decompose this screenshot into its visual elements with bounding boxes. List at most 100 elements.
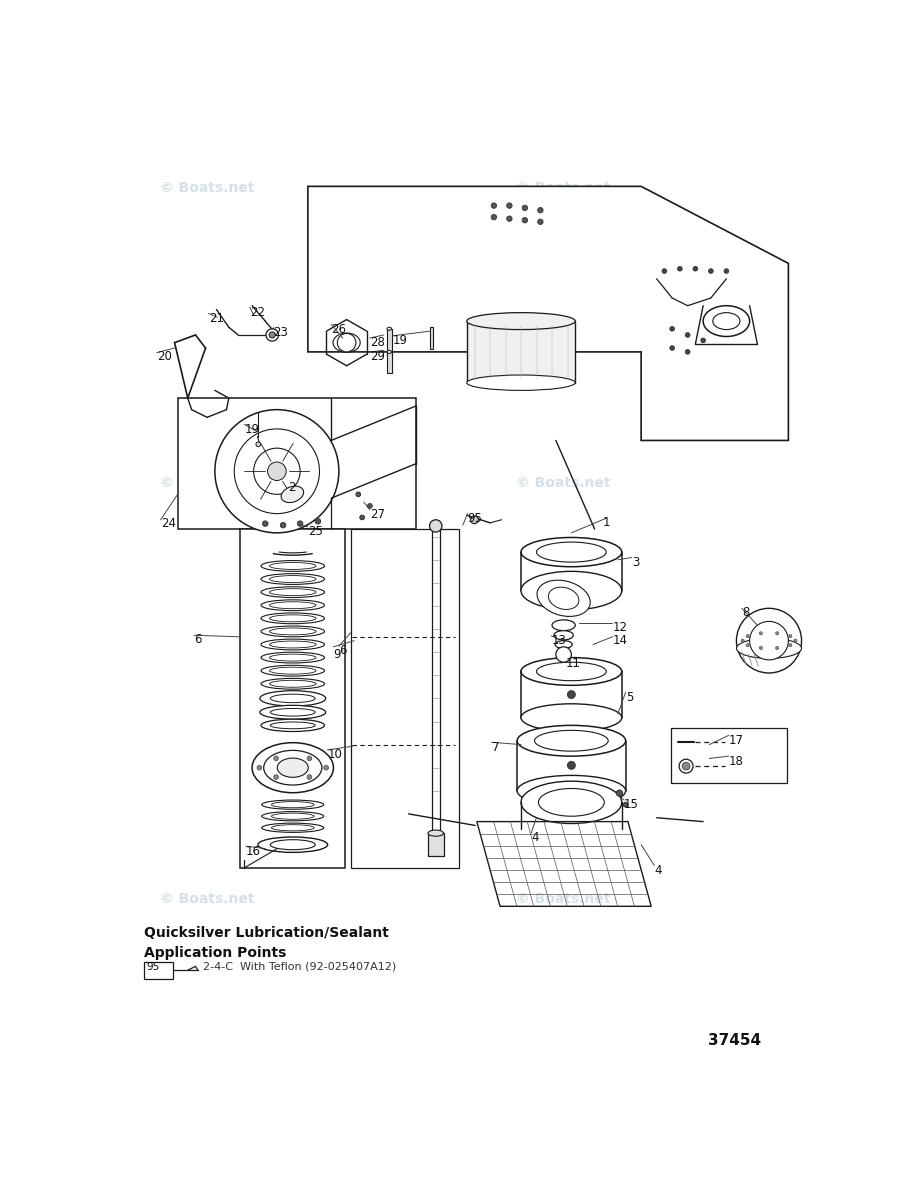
Ellipse shape [261,665,324,676]
Text: © Boats.net: © Boats.net [517,181,611,194]
Text: 95: 95 [467,512,482,526]
Circle shape [679,760,693,773]
Text: 26: 26 [331,323,346,336]
Text: 28: 28 [370,336,384,349]
Text: © Boats.net: © Boats.net [517,475,611,490]
Circle shape [682,762,690,770]
Circle shape [280,522,286,528]
Text: © Boats.net: © Boats.net [160,892,255,906]
Ellipse shape [261,719,324,732]
Circle shape [677,266,682,271]
Ellipse shape [269,680,316,688]
Circle shape [670,326,675,331]
Ellipse shape [467,313,575,330]
Circle shape [568,691,575,698]
Ellipse shape [278,758,309,778]
Text: 22: 22 [250,306,265,319]
Text: © Boats.net: © Boats.net [517,892,611,906]
Ellipse shape [271,814,314,820]
Circle shape [760,647,762,649]
Circle shape [724,269,729,274]
Circle shape [491,215,497,220]
Circle shape [793,640,797,642]
Ellipse shape [467,374,575,390]
Circle shape [274,756,278,761]
Ellipse shape [428,830,444,836]
Circle shape [356,492,361,497]
Ellipse shape [521,658,622,685]
Circle shape [470,516,478,523]
Text: 25: 25 [308,526,323,538]
Ellipse shape [261,613,324,624]
Text: 1: 1 [603,516,610,529]
Text: 13: 13 [551,634,566,647]
Ellipse shape [262,823,324,833]
Ellipse shape [737,638,802,659]
Text: 10: 10 [327,749,342,762]
Circle shape [337,334,356,352]
Ellipse shape [387,350,392,354]
Text: 18: 18 [729,755,743,768]
Bar [351,529,459,868]
Text: 24: 24 [161,517,175,530]
Ellipse shape [260,706,326,719]
Text: 6: 6 [194,632,202,646]
Ellipse shape [262,800,324,809]
Ellipse shape [269,589,316,595]
Text: 27: 27 [370,509,385,521]
Ellipse shape [269,601,316,608]
Bar [670,727,787,784]
Text: Quicksilver Lubrication/Sealant: Quicksilver Lubrication/Sealant [143,925,388,940]
Ellipse shape [261,678,324,689]
Circle shape [429,520,442,532]
Ellipse shape [555,641,572,648]
Ellipse shape [713,313,740,330]
Text: 9: 9 [333,648,341,661]
Circle shape [708,269,713,274]
Text: 17: 17 [729,734,744,746]
Circle shape [315,518,320,524]
Circle shape [616,790,623,796]
Text: 12: 12 [613,622,627,635]
Circle shape [266,329,278,341]
Ellipse shape [537,542,606,562]
Circle shape [741,640,744,642]
Ellipse shape [252,743,333,793]
Text: 16: 16 [246,845,261,858]
Ellipse shape [270,694,315,703]
Bar [387,329,392,355]
Bar [178,398,416,529]
Circle shape [254,448,300,494]
Text: 29: 29 [370,350,385,364]
Ellipse shape [261,587,324,598]
Polygon shape [308,186,788,440]
Circle shape [686,332,690,337]
Text: Application Points: Application Points [143,947,286,960]
Circle shape [307,775,311,779]
Circle shape [263,521,268,527]
Circle shape [368,504,373,509]
Ellipse shape [269,628,316,635]
Circle shape [257,766,262,770]
Bar [467,322,575,383]
Ellipse shape [261,574,324,584]
Circle shape [686,349,690,354]
Text: 19: 19 [394,334,408,347]
Ellipse shape [261,560,324,571]
Ellipse shape [269,667,316,674]
Circle shape [775,647,779,649]
Circle shape [268,462,286,480]
Ellipse shape [262,811,324,821]
Ellipse shape [261,653,324,662]
Ellipse shape [521,703,622,732]
Text: 3: 3 [632,556,639,569]
Circle shape [522,205,528,211]
Circle shape [556,647,572,662]
Ellipse shape [271,824,314,830]
Bar [387,352,392,373]
Circle shape [307,756,311,761]
Ellipse shape [264,750,321,785]
Circle shape [670,346,675,350]
Bar [240,529,345,868]
Circle shape [324,766,329,770]
